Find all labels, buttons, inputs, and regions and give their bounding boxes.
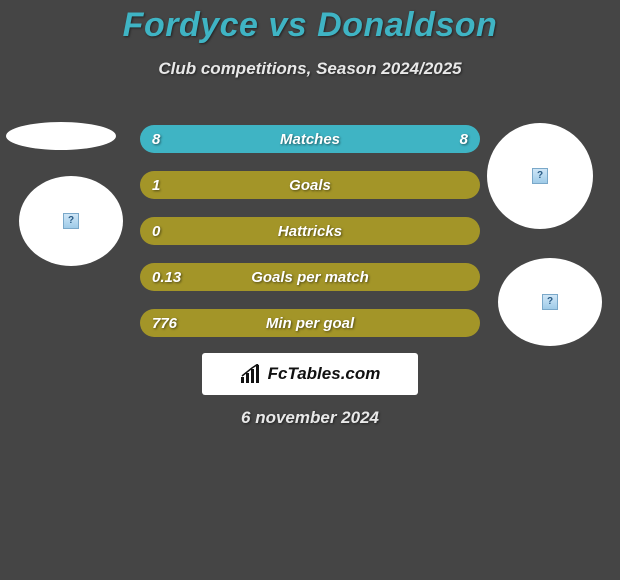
- page-subtitle: Club competitions, Season 2024/2025: [0, 59, 620, 79]
- branding-text: FcTables.com: [268, 364, 381, 384]
- branding-box: FcTables.com: [202, 353, 418, 395]
- club-right-badge: [498, 258, 602, 346]
- generation-date: 6 november 2024: [0, 408, 620, 428]
- stat-right-value: 8: [460, 131, 468, 148]
- stat-left-value: 0: [152, 223, 160, 240]
- stat-label: Min per goal: [140, 315, 480, 332]
- stat-left-value: 8: [152, 131, 160, 148]
- decorative-ellipse-left-top: [6, 122, 116, 150]
- placeholder-image-icon: [532, 168, 548, 184]
- player-left-avatar: [19, 176, 123, 266]
- stat-left-value: 776: [152, 315, 177, 332]
- stat-label: Hattricks: [140, 223, 480, 240]
- placeholder-image-icon: [63, 213, 79, 229]
- stat-left-value: 1: [152, 177, 160, 194]
- stat-label: Goals per match: [140, 269, 480, 286]
- bar-chart-icon: [240, 364, 262, 384]
- stat-label: Goals: [140, 177, 480, 194]
- stat-label: Matches: [140, 131, 480, 148]
- stat-row-min-per-goal: 776 Min per goal: [140, 309, 480, 337]
- stat-row-goals-per-match: 0.13 Goals per match: [140, 263, 480, 291]
- page-title: Fordyce vs Donaldson: [0, 0, 620, 45]
- placeholder-image-icon: [542, 294, 558, 310]
- stat-row-goals: 1 Goals: [140, 171, 480, 199]
- stat-row-matches: 8 Matches 8: [140, 125, 480, 153]
- stats-panel: 8 Matches 8 1 Goals 0 Hattricks 0.13 Goa…: [140, 125, 480, 355]
- stat-row-hattricks: 0 Hattricks: [140, 217, 480, 245]
- stat-left-value: 0.13: [152, 269, 181, 286]
- player-right-avatar: [487, 123, 593, 229]
